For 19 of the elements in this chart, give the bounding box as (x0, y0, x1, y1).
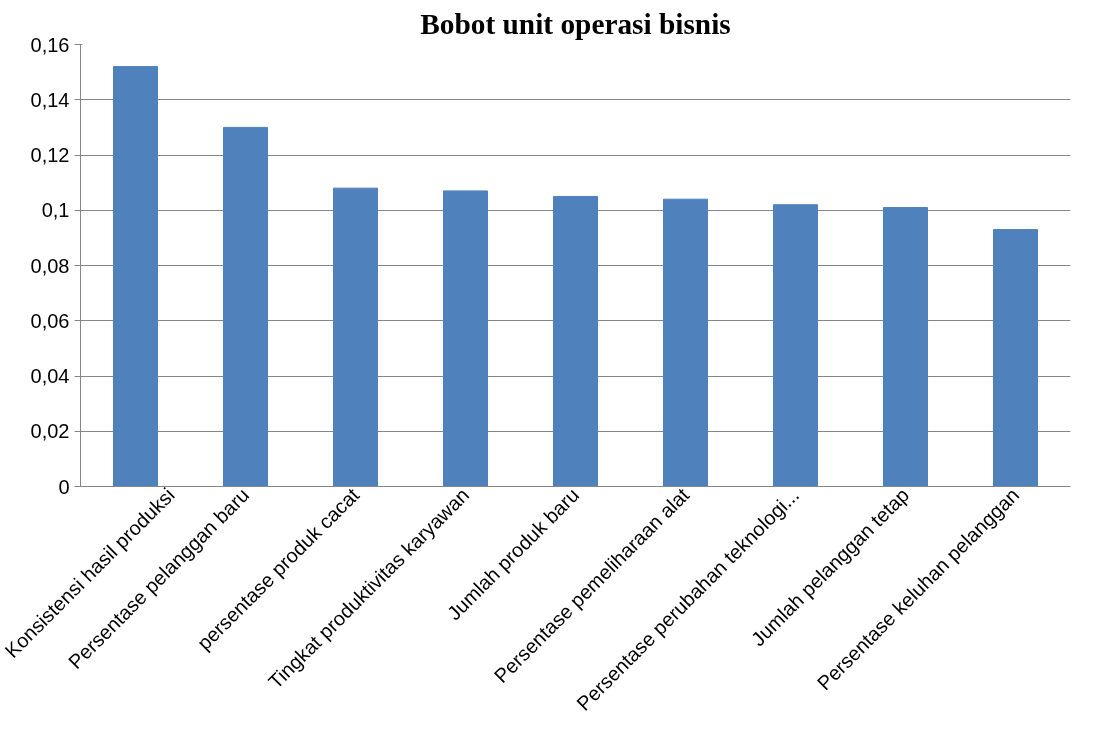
bar (113, 66, 158, 487)
bar (443, 190, 488, 487)
chart-title: Bobot unit operasi bisnis (420, 7, 731, 40)
y-tick-label: 0,02 (30, 420, 70, 443)
y-tick-label: 0,06 (30, 309, 70, 332)
y-tick-label: 0 (58, 475, 70, 498)
y-tick-label: 0,04 (30, 365, 70, 387)
y-tick-label: 0,14 (30, 88, 70, 111)
bar (333, 187, 378, 487)
y-tick-label: 0,16 (30, 33, 70, 56)
bar (773, 204, 818, 487)
y-tick-label: 0,1 (41, 199, 70, 222)
y-tick-label: 0,08 (30, 254, 70, 277)
y-tick-label: 0,12 (30, 144, 70, 166)
bar (883, 206, 928, 487)
bar (993, 229, 1038, 487)
bar (663, 198, 708, 487)
bar (223, 126, 268, 487)
bar (553, 195, 598, 487)
